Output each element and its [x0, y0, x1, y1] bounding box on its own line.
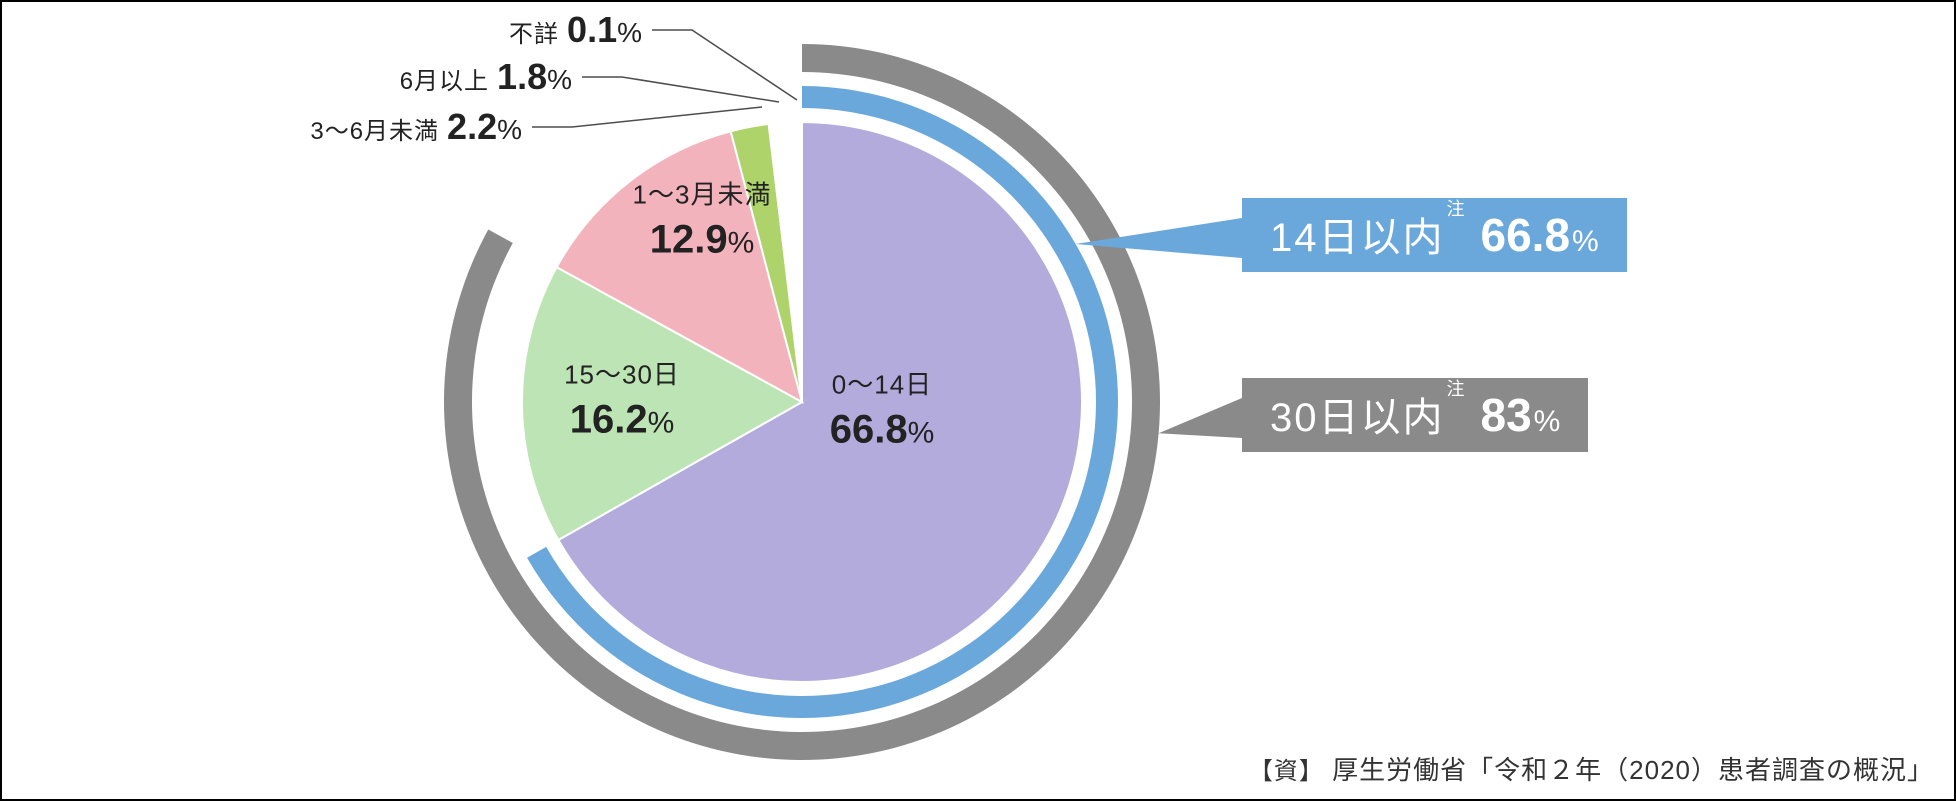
- pct-sign: %: [908, 417, 935, 450]
- callout-value: 83: [1481, 389, 1532, 441]
- source-text: 厚生労働省「令和２年（2020）患者調査の概況」: [1332, 755, 1934, 785]
- source-line: 【資】 厚生労働省「令和２年（2020）患者調査の概況」: [1249, 750, 1934, 787]
- chart-svg: [2, 2, 1956, 801]
- slice-value: 16.2: [570, 398, 648, 442]
- pct-sign: %: [547, 64, 572, 95]
- slice-label-1-3m: 1〜3月未満 12.9%: [633, 177, 772, 266]
- slice-value: 66.8: [830, 408, 908, 452]
- slice-value: 2.2: [447, 106, 497, 147]
- callout-sup: 注: [1447, 379, 1465, 399]
- chart-stage: { "chart": { "type": "pie", "center_x": …: [0, 0, 1956, 801]
- slice-name: 15〜30日: [564, 357, 680, 392]
- callout-value: 66.8: [1481, 209, 1571, 261]
- slice-name: 0〜14日: [830, 367, 935, 402]
- slice-name: 1〜3月未満: [633, 177, 772, 212]
- slice-name: 不詳: [509, 21, 559, 48]
- pct-sign: %: [728, 227, 755, 260]
- leader-label-3-6m: 3〜6月未満 2.2%: [310, 105, 522, 148]
- callout-pointer-within30: [1159, 398, 1242, 438]
- slice-value: 0.1: [567, 9, 617, 50]
- slice-name: 6月以上: [400, 68, 489, 95]
- slice-value: 1.8: [497, 56, 547, 97]
- pct-sign: %: [617, 17, 642, 48]
- callout-label: 14日以内: [1270, 216, 1445, 260]
- leader-label-unknown: 不詳 0.1%: [509, 8, 642, 51]
- pct-sign: %: [1534, 405, 1561, 438]
- source-tag: 【資】: [1249, 758, 1324, 785]
- slice-value: 12.9: [650, 218, 728, 262]
- pct-sign: %: [1572, 225, 1599, 258]
- pct-sign: %: [497, 114, 522, 145]
- callout-within30: 30日以内注 83%: [1242, 378, 1588, 452]
- leader-line-6m+: [582, 77, 779, 102]
- leader-line-3-6m: [532, 107, 762, 127]
- callout-sup: 注: [1447, 199, 1465, 219]
- callout-within14: 14日以内注 66.8%: [1242, 198, 1627, 272]
- leader-label-6m+: 6月以上 1.8%: [400, 55, 572, 98]
- slice-label-0-14d: 0〜14日 66.8%: [830, 367, 935, 456]
- leader-line-unknown: [652, 30, 797, 100]
- slice-label-15-30d: 15〜30日 16.2%: [564, 357, 680, 446]
- slice-name: 3〜6月未満: [310, 118, 439, 145]
- pct-sign: %: [648, 407, 675, 440]
- callout-label: 30日以内: [1270, 396, 1445, 440]
